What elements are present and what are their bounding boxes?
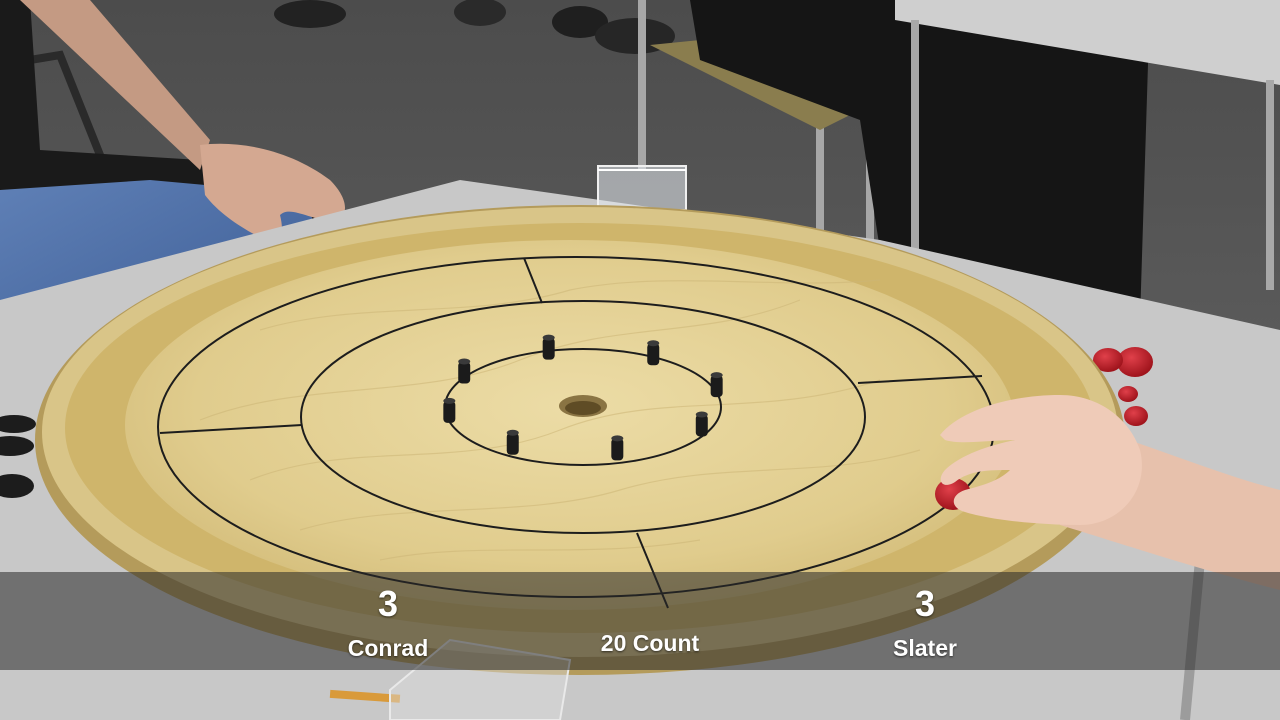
player-left-score: 3 bbox=[377, 583, 399, 624]
peg bbox=[695, 411, 708, 437]
pegs bbox=[443, 334, 723, 461]
player-left-hand bbox=[200, 143, 345, 242]
chair-seat bbox=[650, 40, 850, 130]
plastic-cup bbox=[597, 165, 687, 211]
peg bbox=[647, 340, 660, 366]
board-surface bbox=[125, 240, 1015, 610]
player-right-legs bbox=[690, 0, 1150, 330]
peg bbox=[710, 372, 723, 398]
pencil bbox=[329, 689, 401, 703]
center-hole-inner bbox=[565, 401, 601, 415]
peg bbox=[611, 435, 624, 461]
black-disc bbox=[0, 415, 36, 433]
shoe bbox=[454, 0, 506, 26]
red-disc bbox=[1117, 347, 1153, 377]
player-right-name: Slater bbox=[893, 635, 957, 661]
scoreboard-overlay: 3 Conrad 20 Count 3 Slater bbox=[0, 572, 1280, 670]
shoe bbox=[552, 6, 608, 38]
shoe bbox=[274, 0, 346, 28]
peg bbox=[458, 358, 471, 384]
player-left-score-block: 3 Conrad bbox=[268, 572, 508, 662]
player-left-name: Conrad bbox=[347, 635, 429, 661]
red-disc bbox=[1118, 386, 1138, 402]
count-label: 20 Count bbox=[600, 630, 700, 656]
black-disc bbox=[0, 436, 34, 456]
player-right-score: 3 bbox=[914, 583, 936, 624]
peg bbox=[542, 334, 555, 360]
peg bbox=[443, 397, 456, 423]
table-right bbox=[895, 0, 1280, 85]
peg bbox=[506, 429, 519, 455]
red-disc bbox=[1124, 406, 1148, 426]
player-left-arm bbox=[20, 0, 210, 170]
middle-ring bbox=[300, 300, 866, 534]
black-disc bbox=[0, 474, 34, 498]
red-disc bbox=[1093, 348, 1123, 372]
player-right-hand bbox=[940, 395, 1142, 525]
player-right-score-block: 3 Slater bbox=[805, 572, 1045, 662]
wood-grain bbox=[199, 279, 921, 561]
